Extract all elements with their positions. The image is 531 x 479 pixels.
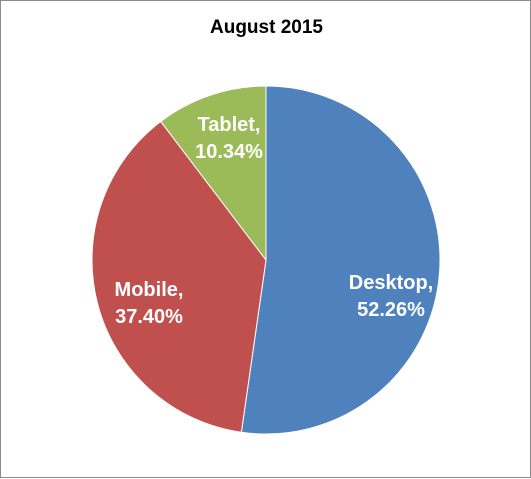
pie-slice-tablet: [160, 85, 267, 262]
chart-title: August 2015: [210, 17, 323, 38]
slice-label-tablet: Tablet, 10.34%: [195, 114, 263, 163]
slice-label-mobile: Mobile, 37.40%: [115, 279, 184, 328]
slice-label-desktop: Desktop, 52.26%: [349, 272, 433, 321]
pie-slice-mobile: [91, 120, 267, 433]
pie-slice-desktop: [240, 85, 441, 435]
